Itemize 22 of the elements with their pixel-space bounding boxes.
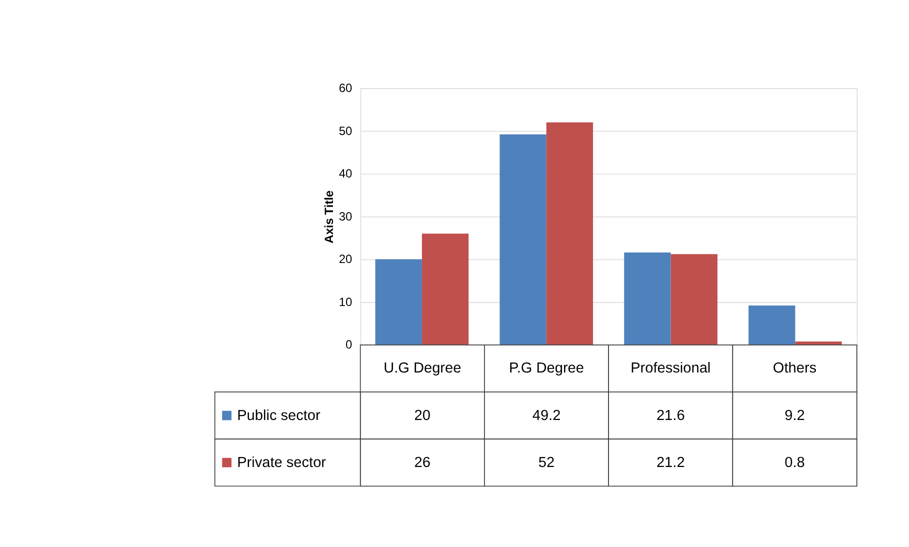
data-label: 0.8 bbox=[784, 454, 805, 471]
y-tick-label: 20 bbox=[338, 252, 353, 266]
y-tick-label: 50 bbox=[338, 124, 353, 138]
data-label: 52 bbox=[538, 454, 555, 471]
data-label: 9.2 bbox=[784, 408, 805, 424]
data-label: 26 bbox=[414, 454, 430, 471]
data-label: 21.6 bbox=[656, 408, 685, 424]
legend-label: Private sector bbox=[237, 454, 326, 471]
data-label: 49.2 bbox=[532, 408, 561, 424]
x-tick-label: Professional bbox=[630, 360, 711, 377]
legend-label: Public sector bbox=[237, 408, 321, 424]
y-tick-label: 30 bbox=[338, 209, 353, 224]
y-tick-label: 40 bbox=[338, 166, 353, 181]
x-tick-label: Others bbox=[772, 360, 817, 377]
x-tick-label: U.G Degree bbox=[384, 360, 462, 377]
x-tick-label: P.G Degree bbox=[509, 360, 584, 377]
y-tick-label: 0 bbox=[346, 338, 353, 352]
y-tick-label: 60 bbox=[338, 80, 353, 95]
y-tick-label: 10 bbox=[338, 294, 353, 309]
y-axis-title: Axis Title bbox=[322, 190, 336, 244]
data-label: 20 bbox=[414, 408, 430, 424]
data-label: 21.2 bbox=[656, 454, 685, 471]
